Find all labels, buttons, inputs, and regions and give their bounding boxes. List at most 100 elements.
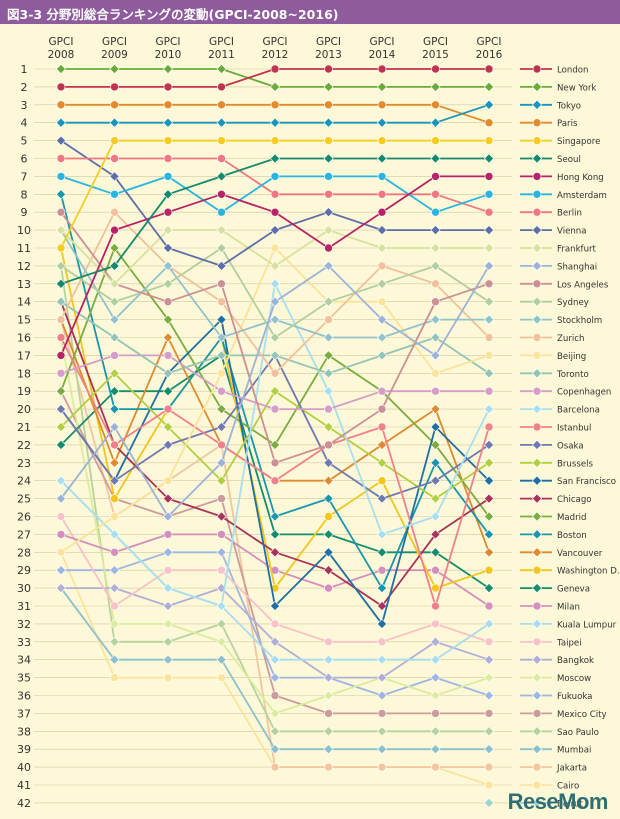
data-point-madrid (430, 439, 441, 450)
data-point-seoul (376, 153, 388, 164)
data-point-istanbul (270, 476, 280, 486)
data-point-geneva (376, 547, 388, 558)
data-point-shanghai (55, 493, 67, 504)
legend-label: Mumbai (557, 746, 591, 756)
series-beijing (56, 243, 494, 557)
y-tick-label: 24 (17, 475, 31, 488)
data-point-new-york (216, 63, 227, 75)
legend-label: Bangkok (557, 656, 594, 666)
legend-item-sao-paulo: Sao Paulo (520, 726, 599, 738)
legend-label: San Francisco (557, 477, 616, 487)
legend-swatch-marker (532, 422, 542, 432)
data-point-singapore (270, 136, 280, 145)
legend-swatch-marker (531, 547, 543, 558)
data-point-geneva (430, 547, 441, 558)
data-point-frankfurt (269, 260, 281, 271)
data-point-osaka (216, 421, 227, 433)
legend-swatch-marker (532, 780, 542, 790)
data-point-amsterdam (484, 190, 494, 199)
legend-label: London (557, 66, 589, 76)
data-point-taipei (217, 565, 226, 575)
series-mumbai (55, 583, 495, 755)
data-point-hong-kong (484, 172, 494, 181)
y-tick-label: 18 (17, 367, 31, 380)
data-point-jakarta (270, 762, 280, 772)
series-tokyo (55, 99, 495, 128)
data-point-barcelona (55, 475, 67, 486)
data-point-moscow (109, 618, 120, 629)
data-point-mexico-city (324, 709, 333, 718)
data-point-osaka (376, 493, 388, 504)
data-point-san-francisco (269, 600, 281, 612)
y-tick-label: 11 (17, 242, 31, 255)
data-point-boston (376, 583, 388, 594)
y-tick-label: 25 (17, 493, 31, 506)
legend-item-frankfurt: Frankfurt (520, 242, 597, 255)
data-point-geneva (109, 386, 120, 397)
data-point-osaka (109, 475, 120, 486)
data-point-los-angeles (56, 207, 66, 217)
legend-swatch-marker (532, 118, 542, 127)
data-point-copenhagen (484, 386, 494, 396)
legend-swatch-marker (532, 637, 542, 647)
data-point-bangkok (162, 600, 174, 612)
data-point-hong-kong (270, 207, 280, 217)
data-point-stockholm (109, 314, 120, 325)
data-point-frankfurt (216, 225, 227, 236)
data-point-vancouver (162, 332, 174, 343)
legend-label: Taipei (556, 638, 582, 648)
data-point-vienna (430, 225, 441, 236)
data-point-new-york (430, 81, 441, 92)
legend-item-beirut: Beirut (520, 797, 584, 809)
data-point-london (56, 82, 66, 92)
data-point-zurich (431, 279, 440, 289)
data-point-milan (377, 565, 387, 575)
x-tick-label: 2010 (155, 49, 182, 61)
x-header-gpci: GPCI (316, 36, 341, 48)
data-point-vienna (323, 207, 334, 218)
data-point-paris (217, 100, 226, 110)
legend-swatch-marker (532, 762, 542, 772)
data-point-tokyo (376, 117, 388, 128)
data-point-taipei (270, 619, 280, 629)
legend-label: Singapore (557, 137, 600, 147)
data-point-seoul (109, 260, 120, 271)
data-point-sydney (483, 296, 495, 307)
data-point-mumbai (162, 654, 174, 665)
series-sao-paulo (55, 260, 495, 737)
y-tick-label: 20 (17, 403, 31, 416)
data-point-toronto (162, 368, 174, 379)
legend-label: Zurich (557, 334, 584, 344)
data-point-copenhagen (270, 404, 280, 414)
data-point-frankfurt (109, 278, 120, 289)
data-point-stockholm (269, 314, 281, 325)
data-point-london (217, 82, 226, 92)
legend-label: Brussels (557, 459, 594, 469)
series-line-san-francisco (60, 318, 490, 625)
legend-label: Beirut (557, 799, 584, 809)
series-london (56, 64, 494, 92)
legend-label: Boston (557, 531, 587, 541)
data-point-seoul (269, 153, 281, 164)
y-tick-label: 19 (17, 385, 31, 398)
data-point-moscow (483, 672, 495, 683)
legend-swatch-marker (532, 172, 542, 181)
data-point-seoul (162, 189, 174, 200)
data-point-moscow (162, 618, 174, 629)
data-point-madrid (269, 439, 281, 450)
data-point-hong-kong (324, 243, 333, 253)
y-tick-label: 10 (17, 224, 31, 237)
legend-item-vienna: Vienna (520, 225, 587, 237)
data-point-brussels (376, 457, 388, 468)
y-tick-label: 31 (17, 600, 31, 613)
data-point-sao-paulo (376, 726, 388, 737)
legend-swatch-marker (531, 296, 543, 307)
legend-label: Toronto (556, 370, 589, 380)
y-tick-label: 1 (21, 63, 28, 76)
x-tick-label: 2009 (101, 49, 128, 61)
legend-item-chicago: Chicago (520, 493, 592, 505)
data-point-madrid (109, 242, 120, 254)
legend-label: Vancouver (557, 549, 603, 559)
data-point-cairo (110, 673, 119, 682)
